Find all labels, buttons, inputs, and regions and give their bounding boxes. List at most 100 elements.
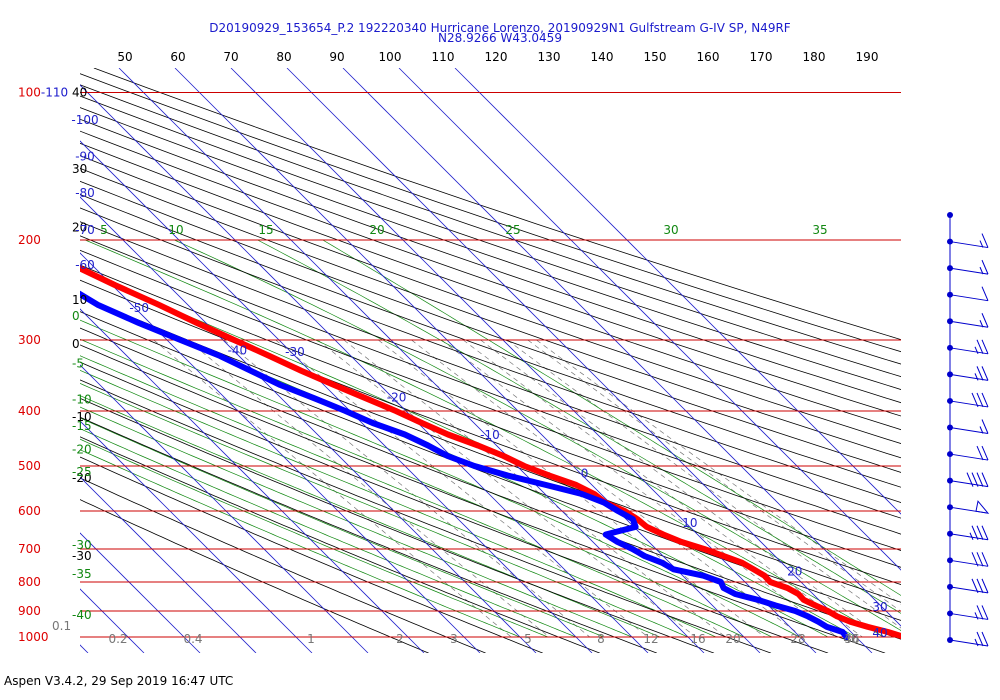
dry-adiabat-line [80,194,901,488]
barb-half-flag [979,266,984,275]
barb-flag [981,525,989,540]
mixing-ratio-label: 36 [844,632,859,646]
isotherm-label: -100 [71,113,98,127]
wind-barb [949,552,989,567]
isotherm-label: -30 [285,345,305,359]
isotherm-label: -90 [75,150,95,164]
dry-adiabat-line [80,84,901,365]
moist-adiabat-label: -20 [72,443,92,457]
height-label: 20 [72,220,87,234]
barb-half-flag [969,532,974,540]
barb-flag [971,578,979,594]
wind-barb [949,500,990,514]
isotherm-label: 10 [682,516,697,530]
top-scale-label: 50 [117,50,132,64]
isotherm-label: 30 [872,600,887,614]
barb-flag [971,472,979,487]
dry-adiabat-line [80,207,901,503]
pressure-label: 400 [18,404,41,418]
moist-adiabat-label: -10 [72,393,92,407]
dry-adiabat-line [80,130,901,417]
barb-flag [976,605,984,620]
top-scale-label: 60 [170,50,185,64]
isotherm-line [80,532,201,653]
mixing-ratio-line [223,339,591,638]
wind-barb [949,259,989,275]
dry-adiabat-line [80,142,901,431]
mixing-ratio-line [411,339,804,638]
mixing-ratio-line [343,339,726,638]
height-label: -30 [72,549,92,563]
barb-pennant [975,500,990,514]
barb-staff [949,639,989,647]
dry-adiabat-line [80,311,901,621]
moist-adiabat-label: -40 [72,608,92,622]
mixing-ratio-line [527,339,901,612]
barb-staff [949,373,989,381]
mixing-ratio-line [507,339,901,629]
wind-barb [949,445,989,461]
pressure-label: 600 [18,504,41,518]
dry-adiabat-line [80,221,901,519]
height-label: 30 [72,162,87,176]
mixing-ratio-label: 8 [597,632,605,646]
moist-adiabat-label: -15 [72,419,92,433]
barb-flag [981,366,989,381]
pressure-label: 1000 [18,630,49,644]
dry-adiabat-line [80,436,600,653]
pressure-label: 800 [18,575,41,589]
moist-adiabat-line [80,395,661,638]
barb-staff [949,347,989,355]
barb-staff [949,559,989,567]
isotherm-line [80,308,425,653]
top-scale-label: 190 [856,50,879,64]
wind-barb [949,419,989,434]
barb-half-flag [974,638,979,647]
dry-adiabat-line [80,107,901,390]
mixing-ratio-label: 0.4 [183,632,202,646]
isotherm-label: 20 [787,565,802,579]
moist-adiabat-label: -30 [72,538,92,552]
pressure-label: 300 [18,333,41,347]
isotherm-label: 40 [872,626,887,640]
dry-adiabat-line [80,397,715,653]
adiabat-label: 25 [505,223,520,237]
height-label: 10 [72,293,87,307]
dry-adiabat-line [80,73,901,353]
barb-flag [976,339,984,355]
barb-flag [976,525,984,540]
mixing-ratio-line [378,339,766,638]
barb-flag [971,525,979,540]
dry-adiabat-line [80,180,901,473]
isotherm-line [398,68,901,571]
footer-version: Aspen V3.4.2, 29 Sep 2019 16:47 UTC [4,674,234,688]
mixing-ratio-label: 0.1 [52,619,71,633]
dry-adiabat-line [93,68,901,341]
pressure-label-part: -110 [41,86,68,100]
wind-barb [949,233,989,249]
barb-flag [981,339,989,355]
isotherm-lines [80,68,901,653]
moist-adiabat-label: -5 [72,357,84,371]
dry-adiabat-lines [80,68,901,653]
barb-staff [949,480,989,488]
mixing-ratio-label: 12 [643,632,658,646]
isotherm-line [80,196,537,653]
wind-barb [949,313,989,328]
adiabat-label: 15 [258,223,273,237]
mixing-ratio-label: 40 [843,632,858,646]
top-scale-label: 180 [803,50,826,64]
isotherm-line [80,252,481,653]
adiabat-label: 20 [369,223,384,237]
barb-flag [976,578,984,594]
moist-adiabat-label: -25 [72,465,92,479]
barb-flag [981,286,989,301]
mixing-ratio-label: 5 [524,632,532,646]
mixing-ratio-label: 3 [450,632,458,646]
isotherm-label: -20 [387,391,407,405]
sounding-profiles [80,265,901,640]
barb-staff [949,533,989,541]
isotherm-line [454,68,901,515]
barb-flag [981,313,989,328]
